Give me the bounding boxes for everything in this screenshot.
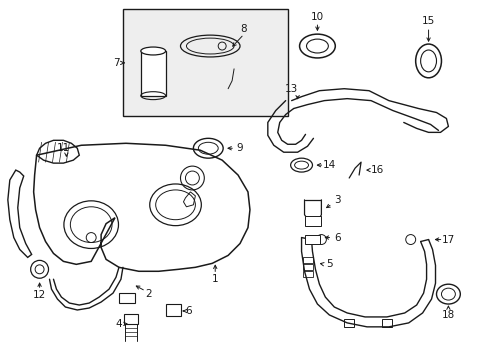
Text: 6: 6 (185, 306, 191, 316)
Bar (304, 235, 320, 244)
Text: 8: 8 (240, 24, 247, 34)
Bar (381, 319, 391, 327)
Polygon shape (198, 56, 225, 96)
Ellipse shape (141, 47, 165, 55)
Text: 18: 18 (441, 310, 454, 320)
Text: 3: 3 (333, 195, 340, 205)
Text: 13: 13 (285, 84, 298, 94)
Bar (302, 271, 313, 277)
Bar (123, 314, 138, 324)
Bar (122, 9, 287, 116)
Text: 4: 4 (116, 319, 122, 329)
Text: 17: 17 (441, 234, 454, 244)
Bar (344, 319, 353, 327)
Bar (165, 304, 181, 316)
Text: 1: 1 (211, 274, 218, 284)
Text: 5: 5 (325, 259, 332, 269)
Bar (119, 293, 135, 303)
Text: 11: 11 (57, 143, 70, 153)
Text: 6: 6 (333, 233, 340, 243)
Text: 2: 2 (145, 289, 152, 299)
Text: 12: 12 (33, 290, 46, 300)
Bar (302, 257, 313, 264)
Text: 15: 15 (421, 16, 434, 26)
Bar (304, 216, 321, 226)
Text: 7: 7 (112, 58, 119, 68)
Bar (141, 51, 165, 96)
Text: 9: 9 (236, 143, 243, 153)
Bar (302, 264, 313, 270)
Text: 16: 16 (369, 165, 383, 175)
Polygon shape (228, 49, 240, 69)
Text: 14: 14 (322, 160, 335, 170)
Text: 10: 10 (310, 12, 324, 22)
